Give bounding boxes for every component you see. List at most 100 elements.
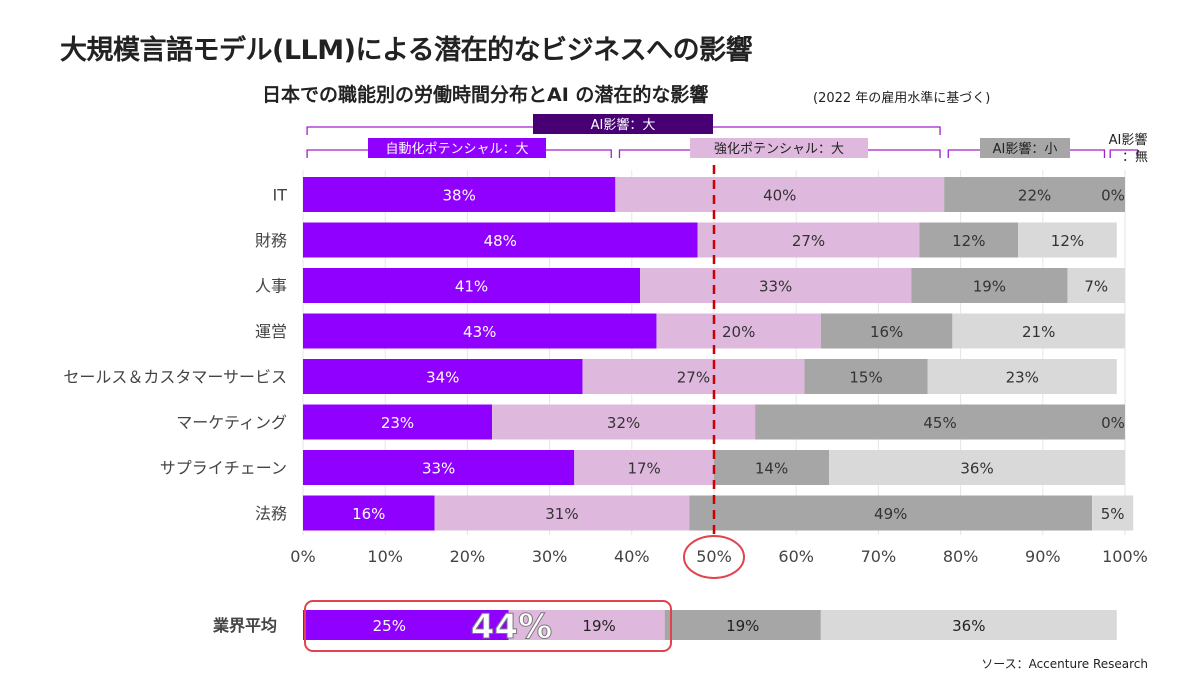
average-data-label: 19% (582, 617, 615, 635)
bar-segment (303, 495, 435, 531)
bar-segment (911, 268, 1068, 303)
automation-label: 自動化ポテンシャル：大 (385, 142, 528, 157)
ai-none-bracket (1109, 149, 1138, 158)
data-label: 19% (973, 278, 1006, 296)
category-label: セールス＆カスタマーサービス (63, 368, 287, 387)
bar-segment (615, 177, 945, 212)
x-tick-label: 30% (532, 547, 568, 566)
category-label: 財務 (255, 231, 287, 250)
bar-segment (582, 359, 805, 394)
data-label: 0% (1101, 414, 1125, 432)
bar-segment (755, 404, 1125, 440)
data-label: 21% (1022, 323, 1055, 341)
data-label: 34% (426, 369, 459, 387)
x-tick-label: 80% (943, 547, 979, 566)
x-tick-label: 70% (861, 547, 897, 566)
bar-segment (303, 222, 698, 258)
ai-none-label: AI影響 (1109, 132, 1148, 148)
bar-segment (829, 450, 1125, 485)
bar-segment (574, 450, 714, 485)
bar-segment (434, 495, 690, 531)
x-tick-label: 40% (614, 547, 650, 566)
data-label: 7% (1084, 278, 1108, 296)
data-label: 17% (627, 460, 660, 478)
bar-segment (303, 404, 493, 440)
highlight-total: 44% (471, 607, 552, 647)
data-label: 49% (874, 505, 907, 523)
data-label: 16% (352, 505, 385, 523)
data-label: 22% (1018, 187, 1051, 205)
category-label: マーケティング (176, 413, 287, 432)
average-data-label: 19% (726, 617, 759, 635)
data-label: 27% (677, 369, 710, 387)
bar-segment (303, 313, 657, 349)
data-label: 5% (1101, 505, 1125, 523)
bar-segment (1067, 268, 1125, 303)
data-label: 31% (545, 505, 578, 523)
average-label: 業界平均 (212, 616, 277, 635)
category-label: 運営 (255, 322, 287, 341)
x-tick-label: 50% (696, 547, 732, 566)
source-note: ソース：Accenture Research (981, 657, 1148, 671)
page-title: 大規模言語モデル(LLM)による潜在的なビジネスへの影響 (60, 35, 753, 66)
category-label: IT (273, 186, 288, 205)
x-tick-label: 100% (1102, 547, 1148, 566)
data-label: 41% (455, 278, 488, 296)
bar-segment (714, 450, 830, 485)
bar-segment (820, 313, 953, 349)
category-label: 法務 (255, 504, 287, 523)
ai-large-label: AI影響：大 (591, 117, 656, 133)
ai-small-header (980, 138, 1070, 158)
bar-segment (919, 222, 1019, 258)
data-label: 45% (923, 414, 956, 432)
x-tick-label: 60% (778, 547, 814, 566)
bar-segment (656, 313, 821, 349)
augmentation-label: 強化ポテンシャル：大 (714, 142, 844, 157)
data-label: 23% (381, 414, 414, 432)
bar-segment (492, 404, 756, 440)
average-segment (664, 610, 821, 640)
bar-segment (697, 222, 920, 258)
data-label: 33% (759, 278, 792, 296)
category-label: サプライチェーン (160, 459, 287, 478)
data-label: 33% (422, 460, 455, 478)
bar-segment (303, 177, 616, 212)
chart-subtitle: 日本での職能別の労働時間分布とAI の潜在的な影響 (262, 84, 709, 106)
bar-segment (303, 450, 575, 485)
data-label: 16% (870, 323, 903, 341)
category-label: 人事 (255, 277, 287, 296)
bar-segment (303, 359, 583, 394)
data-label: 15% (849, 369, 882, 387)
bar-segment (927, 359, 1117, 394)
bar-segment (1092, 495, 1134, 531)
bar-segment (303, 268, 641, 303)
data-label: 48% (484, 232, 517, 250)
bar-segment (640, 268, 912, 303)
data-label: 40% (763, 187, 796, 205)
average-data-label: 36% (952, 617, 985, 635)
bar-segment (689, 495, 1093, 531)
data-label: 27% (792, 232, 825, 250)
ai-large-header (533, 114, 713, 134)
x-tick-label: 90% (1025, 547, 1061, 566)
bar-segment (944, 177, 1125, 212)
x-tick-label: 10% (367, 547, 403, 566)
x-tick-label: 20% (450, 547, 486, 566)
data-label: 43% (463, 323, 496, 341)
ai-small-label: AI影響：小 (993, 141, 1058, 157)
highlight-frame (304, 600, 672, 652)
data-label: 23% (1006, 369, 1039, 387)
bar-segment (804, 359, 928, 394)
data-label: 36% (960, 460, 993, 478)
data-label: 0% (1101, 187, 1125, 205)
augmentation-header (690, 138, 868, 158)
data-label: 14% (755, 460, 788, 478)
chart-note: (2022 年の雇用水準に基づく) (813, 91, 991, 106)
data-label: 12% (1051, 232, 1084, 250)
data-label: 20% (722, 323, 755, 341)
bar-segment (952, 313, 1125, 349)
average-segment (508, 610, 665, 640)
data-label: 32% (607, 414, 640, 432)
data-label: 12% (952, 232, 985, 250)
